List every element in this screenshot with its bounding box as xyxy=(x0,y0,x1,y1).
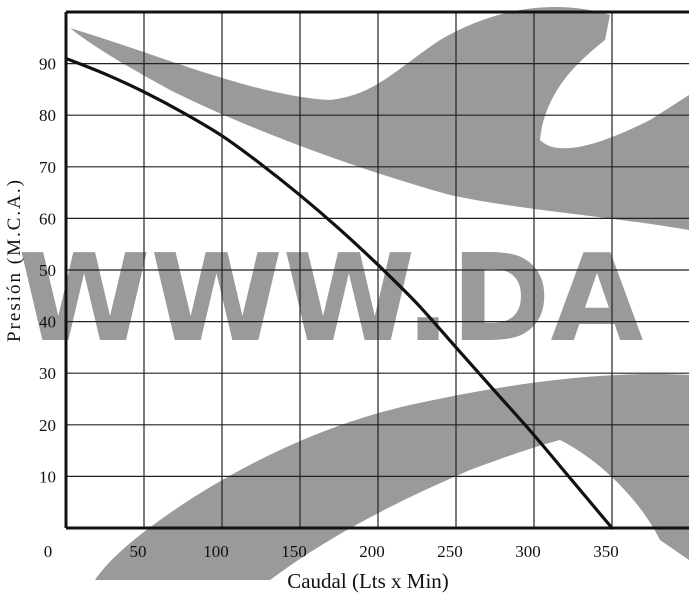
y-tick-label-10: 10 xyxy=(39,467,56,486)
y-tick-label-50: 50 xyxy=(39,261,56,280)
x-tick-label-100: 100 xyxy=(203,542,229,561)
x-axis-label: Caudal (Lts x Min) xyxy=(287,569,449,593)
x-tick-label-200: 200 xyxy=(359,542,385,561)
x-tick-label-350: 350 xyxy=(593,542,619,561)
series-group xyxy=(64,56,614,530)
watermark: WWW.DA xyxy=(18,7,689,580)
x-tick-label-300: 300 xyxy=(515,542,541,561)
y-tick-label-60: 60 xyxy=(39,209,56,228)
grid xyxy=(66,12,689,528)
x-tick-label-50: 50 xyxy=(130,542,147,561)
watermark-text: WWW.DA xyxy=(18,230,644,369)
y-tick-labels: 10 20 30 40 50 60 70 80 90 xyxy=(39,55,56,487)
series-line-0 xyxy=(64,56,614,530)
y-tick-label-20: 20 xyxy=(39,416,56,435)
y-axis-label: Presión (M.C.A.) xyxy=(4,178,25,342)
y-tick-label-80: 80 xyxy=(39,106,56,125)
x-tick-label-150: 150 xyxy=(281,542,307,561)
y-tick-label-30: 30 xyxy=(39,364,56,383)
y-tick-label-70: 70 xyxy=(39,158,56,177)
x-tick-label-0: 0 xyxy=(44,542,53,561)
x-tick-label-250: 250 xyxy=(437,542,463,561)
y-tick-label-40: 40 xyxy=(39,313,56,332)
watermark-swoosh-top xyxy=(70,7,689,231)
plot-frame xyxy=(64,10,689,530)
y-tick-label-90: 90 xyxy=(39,55,56,74)
x-tick-labels: 0 50 100 150 200 250 300 350 xyxy=(44,542,619,561)
